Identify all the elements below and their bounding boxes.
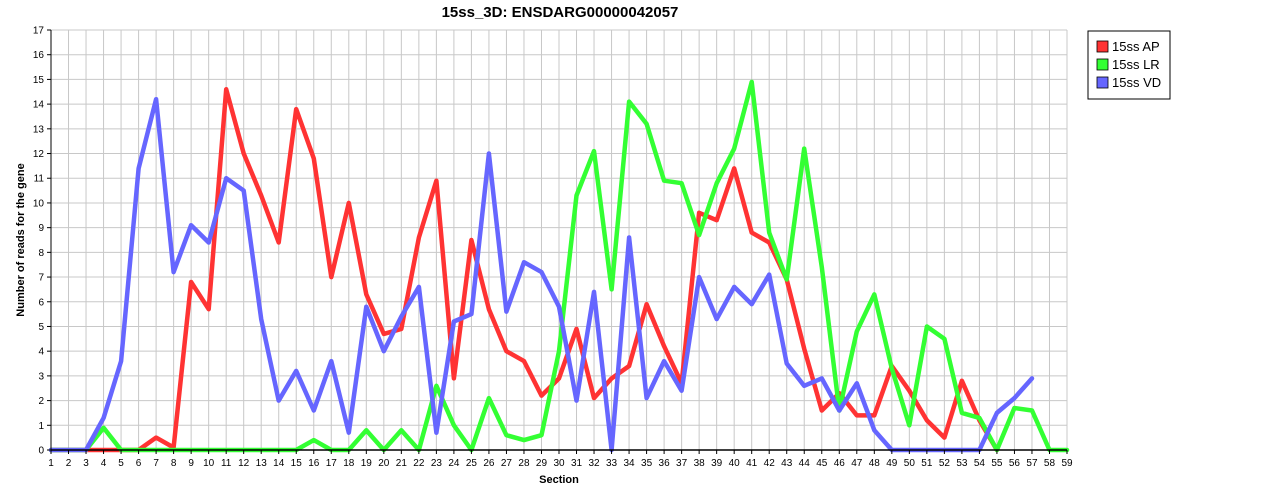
x-tick-label: 23 <box>431 458 443 469</box>
x-tick-label: 20 <box>378 458 390 469</box>
x-tick-label: 51 <box>921 458 933 469</box>
y-tick-label: 12 <box>33 149 45 160</box>
x-tick-label: 36 <box>659 458 671 469</box>
x-tick-label: 50 <box>904 458 916 469</box>
x-tick-label: 14 <box>273 458 285 469</box>
y-tick-label: 15 <box>33 75 45 86</box>
chart-title: 15ss_3D: ENSDARG00000042057 <box>442 4 679 21</box>
x-tick-label: 8 <box>171 458 177 469</box>
legend-item: 15ss VD <box>1096 75 1161 90</box>
legend-item: 15ss LR <box>1096 57 1160 72</box>
x-tick-label: 53 <box>956 458 968 469</box>
axes <box>47 29 1068 454</box>
x-tick-label: 58 <box>1044 458 1056 469</box>
series-15ss-vd <box>48 96 1035 453</box>
y-tick-label: 14 <box>33 100 45 111</box>
x-tick-label: 11 <box>221 458 232 469</box>
x-tick-label: 46 <box>834 458 846 469</box>
x-tick-label: 26 <box>483 458 495 469</box>
y-tick-label: 9 <box>38 223 44 234</box>
y-tick-label: 1 <box>38 421 44 432</box>
x-tick-label: 56 <box>1009 458 1021 469</box>
x-tick-label: 48 <box>869 458 881 469</box>
legend-label: 15ss LR <box>1112 57 1160 72</box>
y-tick-label: 11 <box>34 174 45 185</box>
x-tick-label: 12 <box>238 458 250 469</box>
x-tick-label: 43 <box>781 458 793 469</box>
x-tick-label: 32 <box>588 458 600 469</box>
x-tick-label: 15 <box>291 458 303 469</box>
x-tick-label: 33 <box>606 458 618 469</box>
x-tick-label: 39 <box>711 458 723 469</box>
x-tick-label: 37 <box>676 458 688 469</box>
y-tick-label: 5 <box>38 322 44 333</box>
x-tick-label: 16 <box>308 458 320 469</box>
x-tick-label: 10 <box>203 458 215 469</box>
legend-label: 15ss AP <box>1112 39 1160 54</box>
x-tick-label: 49 <box>886 458 898 469</box>
x-tick-label: 52 <box>939 458 951 469</box>
x-tick-label: 21 <box>396 458 408 469</box>
x-tick-label: 18 <box>343 458 355 469</box>
x-tick-label: 34 <box>624 458 636 469</box>
x-tick-label: 1 <box>48 458 54 469</box>
x-tick-label: 17 <box>326 458 338 469</box>
y-tick-label: 7 <box>38 273 44 284</box>
y-tick-label: 2 <box>38 396 44 407</box>
y-tick-label: 13 <box>33 124 45 135</box>
y-tick-label: 4 <box>38 347 44 358</box>
x-axis-label: Section <box>539 474 579 486</box>
x-tick-label: 31 <box>571 458 583 469</box>
x-tick-label: 6 <box>136 458 142 469</box>
x-tick-label: 4 <box>101 458 107 469</box>
x-tick-label: 5 <box>118 458 124 469</box>
x-tick-label: 41 <box>746 458 758 469</box>
x-tick-label: 42 <box>764 458 776 469</box>
x-tick-label: 38 <box>694 458 706 469</box>
x-tick-label: 30 <box>553 458 565 469</box>
legend-label: 15ss VD <box>1112 75 1161 90</box>
x-tick-label: 47 <box>851 458 863 469</box>
x-tick-label: 2 <box>66 458 72 469</box>
x-tick-label: 55 <box>991 458 1003 469</box>
x-tick-label: 45 <box>816 458 828 469</box>
x-tick-label: 40 <box>729 458 741 469</box>
x-tick-label: 9 <box>188 458 194 469</box>
x-tick-label: 54 <box>974 458 986 469</box>
x-tick-label: 57 <box>1026 458 1038 469</box>
x-tick-label: 35 <box>641 458 653 469</box>
series-line <box>48 96 1035 453</box>
y-axis-label: Number of reads for the gene <box>15 163 27 316</box>
legend-swatch <box>1096 76 1109 89</box>
x-tick-label: 24 <box>448 458 460 469</box>
x-tick-label: 3 <box>83 458 89 469</box>
y-tick-label: 3 <box>38 371 44 382</box>
y-tick-label: 0 <box>38 446 44 457</box>
x-tick-label: 27 <box>501 458 513 469</box>
x-tick-label: 44 <box>799 458 811 469</box>
x-tick-label: 29 <box>536 458 548 469</box>
x-tick-label: 13 <box>256 458 268 469</box>
x-tick-label: 59 <box>1061 458 1073 469</box>
legend-swatch <box>1096 40 1109 53</box>
x-tick-label: 19 <box>361 458 373 469</box>
y-tick-label: 17 <box>33 26 45 37</box>
y-tick-label: 8 <box>38 248 44 259</box>
x-tick-label: 28 <box>518 458 530 469</box>
x-tick-label: 7 <box>153 458 159 469</box>
y-tick-label: 6 <box>38 297 44 308</box>
x-tick-label: 25 <box>466 458 478 469</box>
legend-item: 15ss AP <box>1096 39 1160 54</box>
y-tick-label: 10 <box>33 198 45 209</box>
x-tick-labels: 1 2 3 4 5 6 7 8 9 10 11 12 13 14 15 16 17 18 19 20 21 22 23 24 2… <box>48 458 1073 469</box>
y-tick-label: 16 <box>33 50 45 61</box>
x-tick-label: 22 <box>413 458 425 469</box>
legend-swatch <box>1096 58 1109 71</box>
legend: 15ss AP 15ss LR 15ss VD <box>1087 30 1171 100</box>
